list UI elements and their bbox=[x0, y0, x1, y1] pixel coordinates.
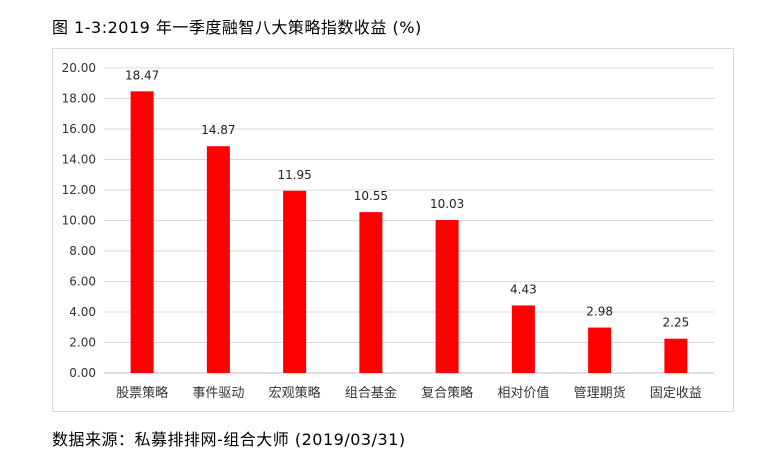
data-label: 4.43 bbox=[510, 282, 537, 296]
bar bbox=[130, 91, 154, 374]
chart-frame bbox=[52, 48, 734, 412]
y-tick-label: 12.00 bbox=[62, 183, 96, 197]
data-label: 18.47 bbox=[125, 68, 159, 82]
gridlines bbox=[104, 67, 714, 374]
y-tick-label: 6.00 bbox=[69, 275, 96, 289]
x-category-label: 管理期货 bbox=[574, 385, 626, 401]
x-category-label: 股票策略 bbox=[116, 385, 168, 401]
bar bbox=[588, 327, 612, 373]
bar bbox=[359, 212, 383, 373]
y-tick-label: 16.00 bbox=[62, 122, 96, 136]
data-label: 10.55 bbox=[354, 189, 388, 203]
bar bbox=[511, 305, 535, 373]
y-tick-label: 20.00 bbox=[62, 61, 96, 75]
x-category-label: 组合基金 bbox=[345, 385, 397, 401]
data-label: 11.95 bbox=[277, 168, 311, 182]
data-source-note: 数据来源：私募排排网-组合大师 (2019/03/31) bbox=[52, 430, 406, 449]
y-tick-label: 18.00 bbox=[62, 92, 96, 106]
x-category-label: 复合策略 bbox=[421, 385, 473, 401]
x-category-label: 相对价值 bbox=[497, 385, 549, 401]
x-category-label: 宏观策略 bbox=[269, 385, 321, 401]
x-category-label: 固定收益 bbox=[650, 386, 702, 401]
data-label: 10.03 bbox=[430, 197, 464, 211]
y-tick-label: 14.00 bbox=[62, 153, 96, 167]
y-tick-label: 0.00 bbox=[69, 366, 96, 380]
x-axis-categories: 股票策略 事件驱动 宏观策略 组合基金 复合策略 相对价值 管理期货 固定收益 bbox=[116, 385, 702, 401]
bar bbox=[283, 190, 307, 373]
data-label: 2.98 bbox=[586, 305, 613, 319]
data-label: 2.25 bbox=[663, 316, 690, 330]
data-label: 14.87 bbox=[201, 123, 235, 137]
x-category-label: 事件驱动 bbox=[192, 386, 244, 401]
y-axis-ticks: 0.00 2.00 4.00 6.00 8.00 10.00 12.00 14.00 16.00… bbox=[62, 61, 96, 380]
bars bbox=[130, 91, 688, 374]
chart-title: 图 1-3:2019 年一季度融智八大策略指数收益 (%) bbox=[52, 18, 422, 37]
bar bbox=[206, 146, 230, 373]
y-tick-label: 2.00 bbox=[69, 336, 96, 350]
y-tick-label: 8.00 bbox=[69, 244, 96, 258]
bar bbox=[664, 338, 688, 373]
data-labels: 18.47 14.87 11.95 10.55 10.03 4.43 2.98 2.25 bbox=[125, 68, 689, 329]
bar bbox=[435, 220, 459, 373]
y-tick-label: 10.00 bbox=[62, 214, 96, 228]
y-tick-label: 4.00 bbox=[69, 305, 96, 319]
